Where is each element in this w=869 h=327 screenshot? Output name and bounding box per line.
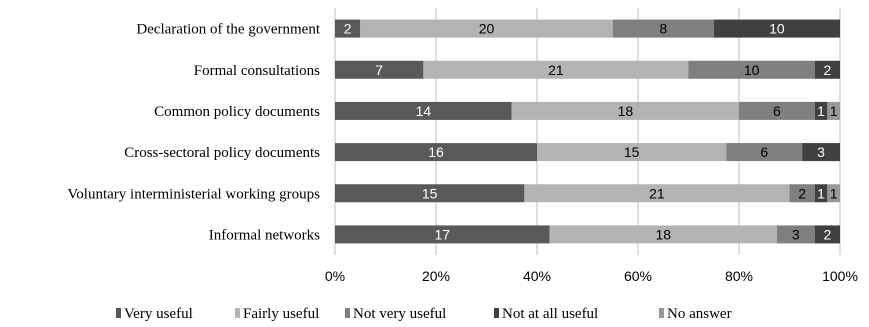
data-label: 1 (817, 185, 825, 201)
bar-segment (776, 225, 815, 244)
category-label: Declaration of the government (136, 22, 321, 38)
bar-segment (423, 60, 689, 79)
legend-swatch (345, 308, 350, 318)
bar-segment (524, 184, 790, 203)
x-tick-label: 0% (325, 268, 345, 284)
data-label: 10 (744, 62, 760, 78)
bar-segment (802, 143, 840, 162)
grid-lines (334, 8, 841, 255)
bar-segment (814, 60, 840, 79)
bar-segment (612, 19, 714, 38)
data-label: 21 (649, 185, 665, 201)
data-label: 2 (823, 62, 831, 78)
bar-segment (713, 19, 840, 38)
bar-segment (814, 184, 828, 203)
legend-swatch (116, 308, 121, 318)
legend-swatch (235, 308, 240, 318)
data-label: 16 (428, 144, 444, 160)
bars: 2 20 8 107 21 10 214 18 6 1 116 15 6 315 21 2 1 117 18 3 2 (335, 19, 840, 244)
category-label: Formal consultations (194, 63, 320, 79)
data-label: 2 (798, 185, 806, 201)
data-label: 7 (375, 62, 383, 78)
data-label: 3 (792, 226, 800, 242)
data-label: 17 (435, 226, 451, 242)
bar-segment (335, 184, 525, 203)
legend-swatch (659, 308, 664, 318)
x-tick-label: 40% (523, 268, 551, 284)
bar-segment (688, 60, 815, 79)
bar-segment (335, 60, 424, 79)
bar-segment (537, 143, 727, 162)
data-label: 21 (548, 62, 564, 78)
data-label: 8 (659, 21, 667, 37)
data-label: 1 (817, 103, 825, 119)
x-tick-label: 60% (624, 268, 652, 284)
x-tick-labels: 0% 20% 40% 60% 80% 100% (325, 268, 858, 284)
category-label: Voluntary interministerial working group… (67, 186, 320, 202)
bar-segment (827, 101, 840, 120)
bar-segment (335, 19, 361, 38)
bar-segment (335, 225, 550, 244)
data-label: 2 (344, 21, 352, 37)
legend-swatch (494, 308, 499, 318)
data-label: 6 (773, 103, 781, 119)
x-tick-label: 80% (725, 268, 753, 284)
bar-segment (511, 101, 739, 120)
data-label: 20 (479, 21, 495, 37)
category-labels: Declaration of the government Formal cons… (67, 22, 320, 244)
x-tick-label: 100% (822, 268, 858, 284)
bar-segment (789, 184, 815, 203)
bar-segment (726, 143, 803, 162)
legend-label: Not at all useful (502, 306, 598, 322)
legend-label: Fairly useful (243, 306, 319, 322)
data-label: 15 (422, 185, 438, 201)
bar-segment (549, 225, 777, 244)
legend-label: No answer (667, 306, 732, 322)
data-label: 10 (769, 21, 785, 37)
data-label: 3 (817, 144, 825, 160)
legend-label: Very useful (124, 306, 193, 322)
data-label: 18 (655, 226, 671, 242)
category-label: Common policy documents (154, 104, 320, 120)
bar-segment (360, 19, 613, 38)
bar-segment (814, 101, 828, 120)
legend: Very useful Fairly useful Not very useful N… (116, 306, 732, 322)
category-label: Informal networks (209, 227, 320, 243)
data-label: 1 (830, 103, 838, 119)
legend-label: Not very useful (353, 306, 446, 322)
bar-segment (739, 101, 815, 120)
bar-segment (827, 184, 840, 203)
data-label: 15 (624, 144, 640, 160)
x-tick-label: 20% (422, 268, 450, 284)
data-label: 2 (823, 226, 831, 242)
category-label: Cross-sectoral policy documents (124, 145, 320, 161)
bar-segment (814, 225, 840, 244)
data-label: 1 (830, 185, 838, 201)
data-label: 6 (760, 144, 768, 160)
data-label: 18 (618, 103, 634, 119)
bar-segment (335, 101, 512, 120)
data-label: 14 (416, 103, 432, 119)
bar-segment (335, 143, 537, 162)
